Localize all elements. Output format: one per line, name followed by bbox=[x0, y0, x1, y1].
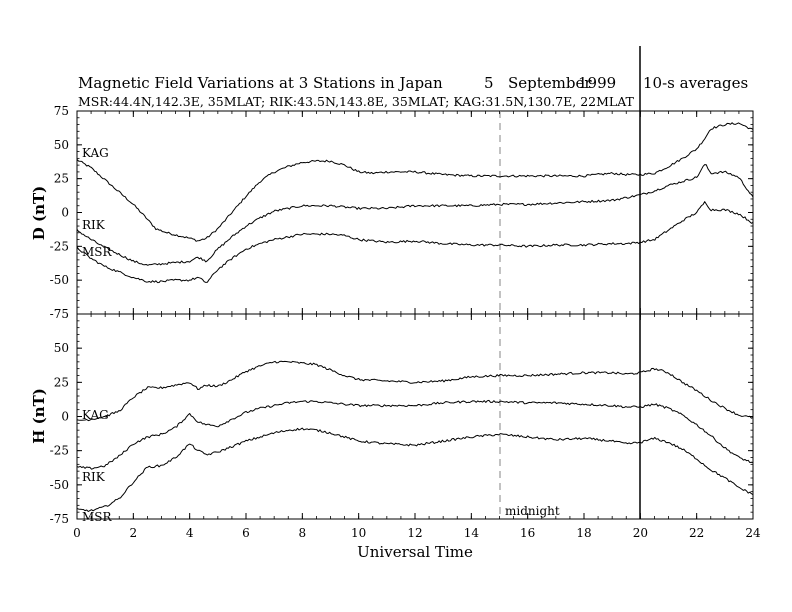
station-label-kag: KAG bbox=[82, 408, 109, 422]
trace-msr-d bbox=[76, 201, 754, 284]
chart-title: Magnetic Field Variations at 3 Stations … bbox=[78, 74, 443, 92]
top-y-axis-label: D (nT) bbox=[30, 186, 48, 241]
y-tick-label: 25 bbox=[54, 172, 69, 186]
y-tick-label: 50 bbox=[54, 138, 69, 152]
title-day: 5 bbox=[484, 74, 494, 92]
station-label-msr: MSR bbox=[82, 510, 113, 524]
station-label-layer: KAG RIK MSR KAG RIK MSR bbox=[82, 146, 113, 524]
y-tick-label: 0 bbox=[61, 206, 69, 220]
x-tick-label: 2 bbox=[130, 526, 138, 540]
station-label-rik: RIK bbox=[82, 470, 106, 484]
y-tick-label: 0 bbox=[61, 410, 69, 424]
title-averaging: 10-s averages bbox=[643, 74, 748, 92]
trace-kag-d bbox=[76, 122, 754, 242]
x-tick-label: 20 bbox=[633, 526, 648, 540]
trace-kag-h bbox=[76, 360, 754, 422]
x-tick-label: 14 bbox=[464, 526, 480, 540]
trace-msr-h bbox=[76, 427, 754, 512]
y-tick-label: -25 bbox=[50, 239, 69, 253]
x-tick-label: 16 bbox=[520, 526, 535, 540]
bottom-y-axis-label: H (nT) bbox=[30, 388, 48, 444]
title-year: 1999 bbox=[578, 74, 616, 92]
station-label-msr: MSR bbox=[82, 245, 113, 259]
trace-layer bbox=[76, 122, 754, 512]
midnight-label: midnight bbox=[505, 504, 560, 518]
y-tick-label: 50 bbox=[54, 341, 69, 355]
bottom-panel-frame bbox=[76, 313, 754, 520]
y-tick-label: -50 bbox=[50, 478, 69, 492]
x-axis-label: Universal Time bbox=[357, 543, 473, 561]
x-tick-label: 6 bbox=[242, 526, 250, 540]
title-month: September bbox=[508, 74, 592, 92]
trace-rik-d bbox=[76, 164, 754, 266]
chart-subtitle: MSR:44.4N,142.3E, 35MLAT; RIK:43.5N,143.… bbox=[78, 94, 635, 109]
x-tick-label: 18 bbox=[576, 526, 591, 540]
x-tick-label: 22 bbox=[689, 526, 704, 540]
x-tick-label: 8 bbox=[299, 526, 307, 540]
x-tick-label: 10 bbox=[351, 526, 366, 540]
y-tick-label: -75 bbox=[50, 307, 69, 321]
x-tick-label: 24 bbox=[745, 526, 761, 540]
x-tick-label: 0 bbox=[73, 526, 81, 540]
station-label-rik: RIK bbox=[82, 218, 106, 232]
trace-rik-h bbox=[76, 399, 754, 470]
station-label-kag: KAG bbox=[82, 146, 109, 160]
y-tick-label: -50 bbox=[50, 273, 69, 287]
y-tick-label: 25 bbox=[54, 375, 69, 389]
y-tick-label: -25 bbox=[50, 444, 69, 458]
top-panel-frame bbox=[76, 110, 754, 315]
x-tick-label: 12 bbox=[407, 526, 422, 540]
x-tick-label: 4 bbox=[186, 526, 194, 540]
y-tick-label: 75 bbox=[54, 104, 69, 118]
y-tick-label: -75 bbox=[50, 512, 69, 526]
